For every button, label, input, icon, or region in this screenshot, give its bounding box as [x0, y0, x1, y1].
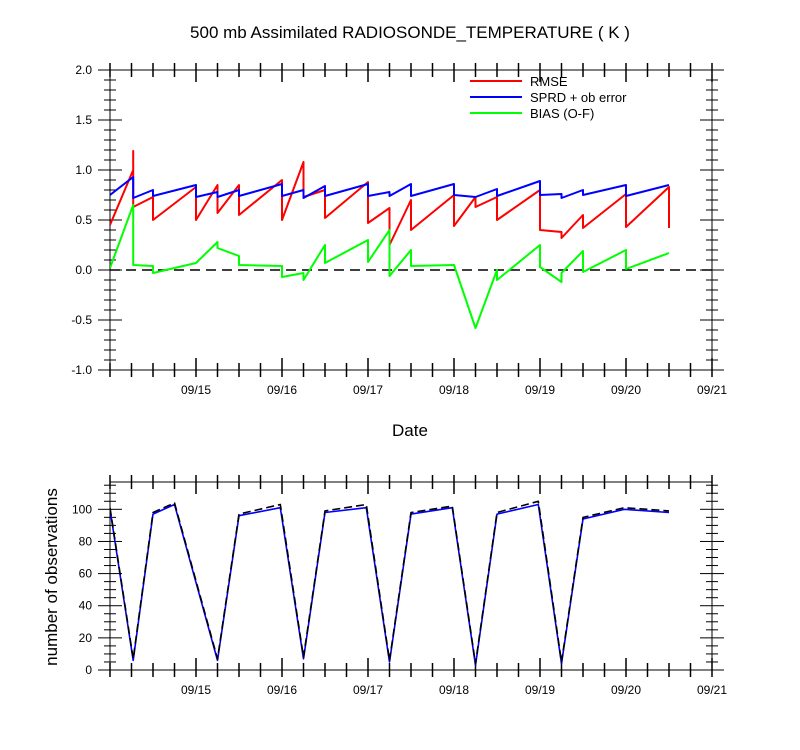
- legend-label: SPRD + ob error: [530, 90, 627, 105]
- x-tick-label: 09/15: [181, 383, 211, 397]
- x-tick-label: 09/17: [353, 683, 383, 697]
- y-tick-label: -1.0: [71, 363, 92, 377]
- y-tick-label: 0.5: [75, 213, 92, 227]
- series-line-used: [110, 503, 670, 666]
- x-axis-title: Date: [392, 421, 428, 440]
- y-tick-label: 2.0: [75, 63, 92, 77]
- series-line-sprd-ob-error: [110, 176, 670, 199]
- x-tick-label: 09/19: [525, 383, 555, 397]
- legend-label: BIAS (O-F): [530, 106, 594, 121]
- chart-title: 500 mb Assimilated RADIOSONDE_TEMPERATUR…: [190, 23, 630, 42]
- x-tick-label: 09/17: [353, 383, 383, 397]
- x-tick-label: 09/15: [181, 683, 211, 697]
- legend-label: RMSE: [530, 74, 568, 89]
- assimilation-stats-chart: 500 mb Assimilated RADIOSONDE_TEMPERATUR…: [71, 23, 727, 440]
- y-tick-label: -0.5: [71, 313, 92, 327]
- y-tick-label: 20: [79, 631, 93, 645]
- x-tick-label: 09/20: [611, 683, 641, 697]
- x-tick-label: 09/20: [611, 383, 641, 397]
- y-tick-label: 1.0: [75, 163, 92, 177]
- y-axis-title: number of observations: [42, 488, 61, 666]
- x-tick-label: 09/16: [267, 683, 297, 697]
- observation-count-chart: 09/15 09/16 09/17 09/18 09/19 09/20 09/21 0 20 40…: [42, 475, 727, 697]
- y-tick-label: 60: [79, 567, 93, 581]
- y-tick-label: 1.5: [75, 113, 92, 127]
- x-tick-label: 09/21: [697, 683, 727, 697]
- y-tick-label: 0: [85, 663, 92, 677]
- x-tick-label: 09/18: [439, 383, 469, 397]
- y-tick-label: 80: [79, 534, 93, 548]
- series-line-rmse: [110, 150, 670, 246]
- x-tick-label: 09/16: [267, 383, 297, 397]
- series-line-total: [110, 500, 670, 665]
- y-tick-label: 40: [79, 599, 93, 613]
- x-tick-label: 09/21: [697, 383, 727, 397]
- series-line-bias-o-f: [110, 204, 670, 329]
- y-tick-label: 100: [72, 502, 92, 516]
- x-tick-label: 09/18: [439, 683, 469, 697]
- y-tick-label: 0.0: [75, 263, 92, 277]
- x-tick-label: 09/19: [525, 683, 555, 697]
